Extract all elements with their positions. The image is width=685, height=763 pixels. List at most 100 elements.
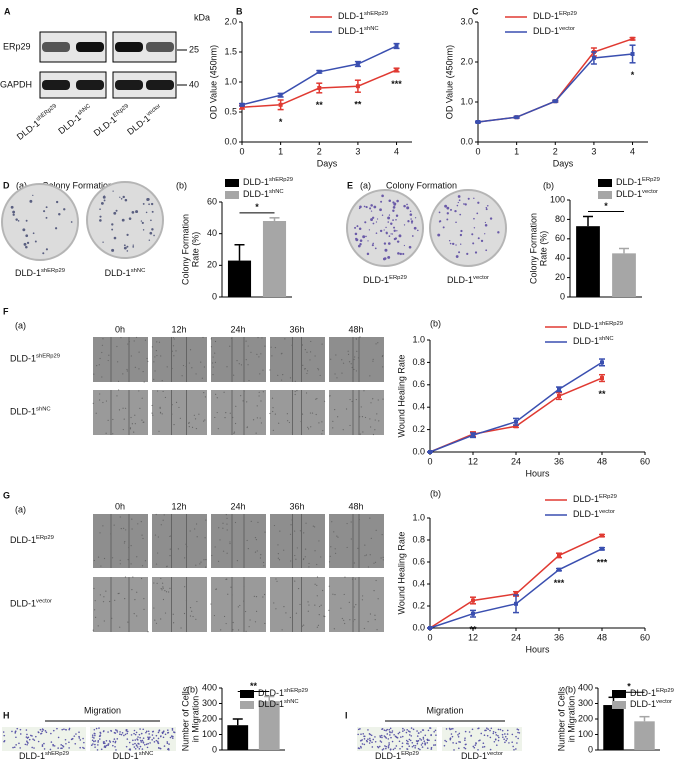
cell bbox=[93, 373, 95, 375]
cell bbox=[284, 338, 286, 340]
label-sup: shERp29 bbox=[41, 268, 65, 274]
cell bbox=[114, 740, 117, 743]
colony bbox=[395, 214, 399, 217]
cell bbox=[171, 729, 174, 731]
x-tick-label: 60 bbox=[640, 456, 650, 466]
cell bbox=[369, 613, 372, 615]
colony bbox=[408, 245, 412, 249]
cell bbox=[336, 535, 338, 537]
cell bbox=[155, 350, 157, 352]
cell bbox=[407, 740, 409, 743]
y-tick-label: 0.0 bbox=[412, 446, 425, 456]
label-sup: vector bbox=[473, 275, 489, 281]
cell bbox=[164, 589, 166, 592]
cell bbox=[112, 740, 115, 743]
point bbox=[317, 86, 322, 90]
cell bbox=[341, 359, 343, 361]
cell bbox=[139, 728, 141, 730]
point bbox=[600, 533, 604, 538]
row-label: DLD-1ERp29 bbox=[10, 535, 54, 546]
colony bbox=[414, 217, 417, 219]
cell bbox=[107, 744, 109, 747]
panel-letter: H bbox=[3, 710, 10, 720]
colony bbox=[388, 199, 392, 203]
cell bbox=[305, 522, 307, 524]
cell bbox=[93, 559, 95, 562]
cell bbox=[295, 612, 298, 614]
x-tick-label: 24 bbox=[511, 632, 521, 642]
cell bbox=[94, 743, 96, 746]
colony bbox=[45, 216, 48, 219]
cell bbox=[114, 745, 116, 748]
cell bbox=[196, 536, 198, 538]
cell bbox=[130, 355, 132, 357]
cell bbox=[151, 412, 153, 414]
cell bbox=[143, 381, 145, 383]
cell bbox=[329, 555, 331, 557]
cell bbox=[496, 744, 498, 747]
colony bbox=[365, 206, 368, 209]
cell bbox=[226, 529, 228, 531]
cell bbox=[484, 729, 486, 732]
label-base: DLD-1 bbox=[10, 535, 36, 545]
colony bbox=[364, 221, 367, 224]
legend-swatch bbox=[225, 191, 239, 199]
colony bbox=[357, 244, 361, 248]
cell bbox=[138, 733, 141, 736]
cell bbox=[263, 593, 266, 596]
cell bbox=[357, 547, 359, 549]
cell bbox=[336, 377, 338, 379]
colony bbox=[375, 232, 378, 234]
cell bbox=[121, 732, 124, 734]
cell bbox=[161, 380, 163, 382]
cell bbox=[516, 728, 519, 730]
cell bbox=[373, 562, 375, 564]
cell bbox=[233, 374, 235, 376]
cell bbox=[486, 727, 488, 729]
colony bbox=[454, 209, 457, 213]
cell bbox=[157, 747, 160, 749]
cell bbox=[200, 361, 202, 363]
y-tick-label: 0.0 bbox=[224, 136, 237, 146]
sublabel: (a) bbox=[16, 180, 27, 190]
cell bbox=[94, 740, 97, 742]
cell bbox=[430, 734, 432, 737]
colony bbox=[446, 218, 449, 221]
cell bbox=[416, 740, 418, 742]
cell bbox=[250, 520, 252, 522]
cell bbox=[203, 392, 205, 394]
cell bbox=[111, 557, 114, 559]
cell bbox=[158, 730, 160, 732]
cell bbox=[388, 742, 390, 744]
x-tick-label: 36 bbox=[554, 456, 564, 466]
cell bbox=[155, 734, 158, 737]
cell bbox=[372, 398, 374, 400]
colony bbox=[442, 226, 445, 229]
cell bbox=[252, 419, 255, 421]
cell bbox=[196, 600, 198, 603]
cell bbox=[108, 354, 110, 356]
cell bbox=[159, 411, 162, 413]
colony bbox=[370, 204, 373, 207]
point bbox=[514, 591, 518, 596]
cell bbox=[68, 747, 70, 749]
cell bbox=[324, 615, 326, 618]
cell bbox=[154, 356, 156, 358]
label-base: DLD-1 bbox=[363, 275, 389, 285]
significance: ** bbox=[469, 624, 477, 634]
cell bbox=[194, 528, 196, 530]
cell bbox=[361, 743, 364, 745]
cell bbox=[412, 744, 415, 747]
cell bbox=[497, 736, 500, 739]
cell bbox=[367, 729, 369, 731]
sublabel: (a) bbox=[15, 504, 26, 514]
cell bbox=[50, 741, 53, 743]
cell bbox=[153, 361, 155, 363]
colony bbox=[409, 210, 412, 213]
colony bbox=[372, 242, 374, 245]
cell bbox=[140, 741, 143, 743]
wound-image bbox=[93, 390, 148, 435]
colony-plate bbox=[346, 189, 424, 267]
colony bbox=[111, 248, 115, 252]
colony bbox=[396, 240, 400, 243]
